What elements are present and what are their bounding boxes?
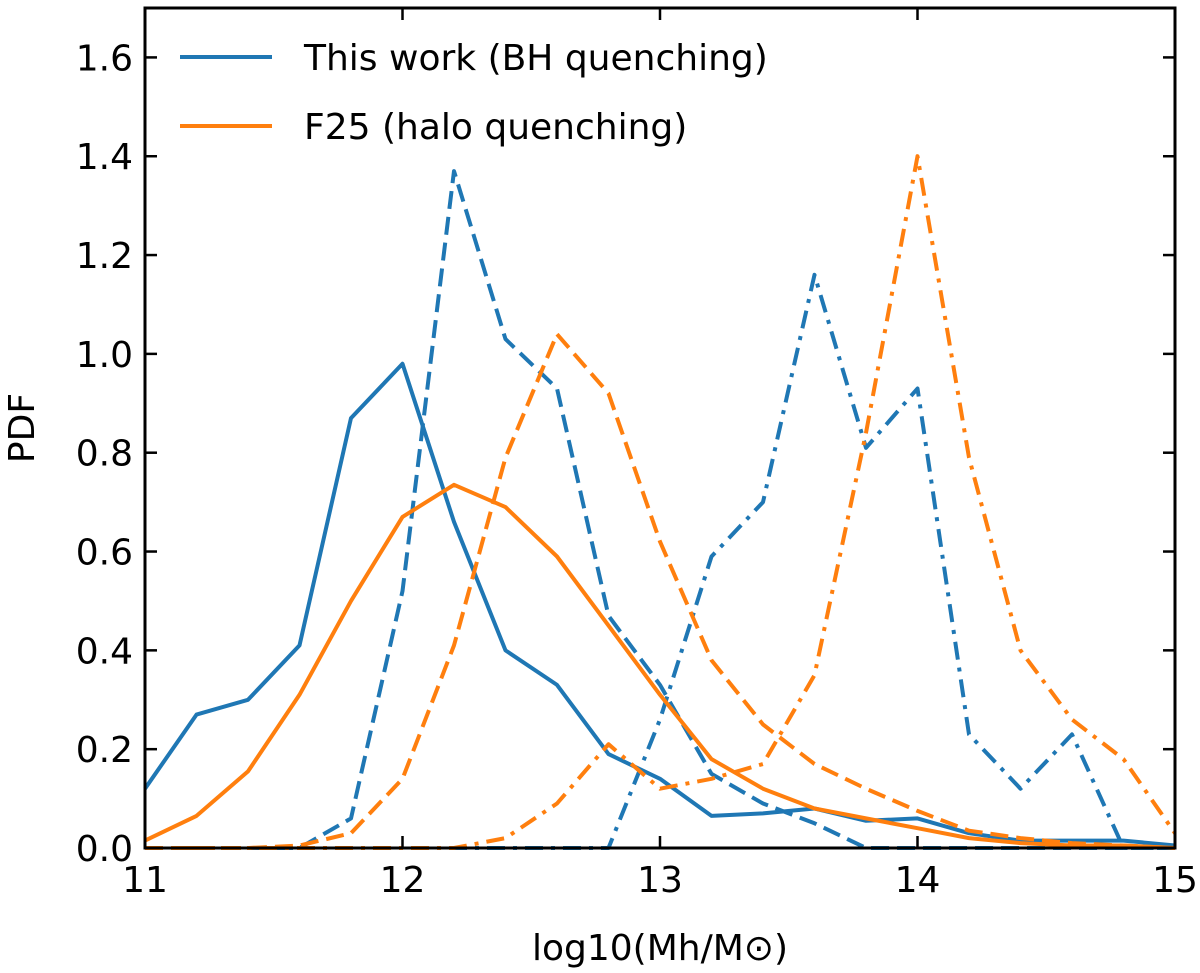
series-line-dashdot-orange: [145, 154, 1177, 850]
series-line-dashdot-blue: [145, 272, 1175, 850]
y-tick-label: 0.0: [76, 829, 133, 870]
y-tick-label: 0.6: [76, 533, 133, 574]
y-axis-label: PDF: [2, 393, 43, 463]
series-line-dashed-orange: [145, 332, 1176, 850]
y-tick-label: 0.4: [76, 631, 133, 672]
x-tick-label: 11: [122, 860, 168, 901]
y-tick-label: 1.4: [76, 137, 133, 178]
series-lines: [143, 154, 1177, 850]
y-tick-label: 1.2: [76, 236, 133, 277]
x-tick-label: 13: [637, 860, 683, 901]
y-tick-label: 1.0: [76, 335, 133, 376]
axis-ticks: 11 12 13 14 15 0.0 0.2 0.4 0.6 0.8 1.0 1.2 1.4 1.6: [76, 8, 1198, 901]
plot-frame: [143, 6, 1177, 850]
series-line-solid-blue: [143, 361, 1176, 848]
legend: This work (BH quenching) F25 (halo quenc…: [180, 38, 768, 148]
y-tick-label: 0.8: [76, 434, 133, 475]
legend-label-bh: This work (BH quenching): [303, 38, 768, 79]
legend-label-halo: F25 (halo quenching): [304, 107, 687, 148]
series-line-dashed-blue: [145, 169, 1175, 850]
x-tick-label: 15: [1152, 860, 1198, 901]
x-tick-label: 12: [380, 860, 426, 901]
x-tick-label: 14: [895, 860, 941, 901]
series-line-solid-orange: [144, 482, 1176, 850]
y-tick-label: 1.6: [76, 38, 133, 79]
y-tick-label: 0.2: [76, 730, 133, 771]
x-axis-label: log10(Mh/M⊙): [532, 928, 788, 969]
